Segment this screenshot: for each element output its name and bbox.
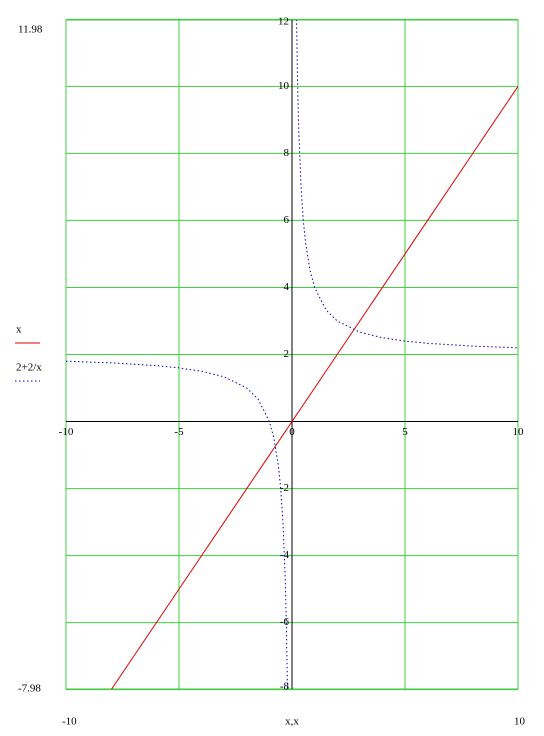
y-tick-label: -8 (280, 681, 290, 693)
x-tick-label: 10 (513, 426, 525, 438)
x-tick-label: -10 (59, 426, 74, 438)
x-max-label: 10 (514, 716, 526, 728)
y-tick-label: 4 (284, 281, 290, 293)
x-tick-label: -5 (174, 426, 184, 438)
legend-label: 2+2/x (16, 362, 42, 374)
y-tick-label: 12 (278, 16, 289, 28)
y-tick-label: 8 (284, 147, 290, 159)
series-line (111, 86, 518, 689)
y-max-label: 11.98 (18, 24, 43, 36)
legend-label: x (16, 324, 22, 336)
y-tick-label: 2 (284, 348, 290, 360)
y-tick-label: -6 (280, 616, 290, 628)
y-tick-label: 6 (284, 214, 290, 226)
y-tick-label: -2 (280, 482, 289, 494)
x-tick-label: 5 (402, 426, 408, 438)
series-line (66, 20, 518, 689)
y-tick-label: 10 (278, 80, 290, 92)
x-axis-label: x,x (285, 716, 299, 728)
x-min-label: -10 (62, 716, 77, 728)
y-min-label: -7.98 (18, 683, 41, 695)
